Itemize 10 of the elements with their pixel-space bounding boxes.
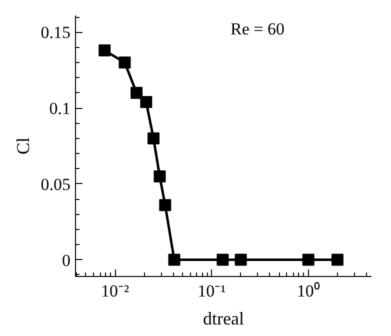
y-tick-label: 0.1	[49, 99, 70, 118]
y-tick-label: 0	[62, 250, 70, 270]
x-tick-label: 10⁰	[296, 282, 320, 300]
y-tick-label: 0.05	[40, 174, 70, 194]
y-axis-title: Cl	[12, 137, 33, 155]
x-tick-label: 10⁻¹	[198, 282, 226, 300]
x-tick-label: 10⁻²	[100, 282, 130, 300]
y-tick-label: 0.15	[40, 23, 70, 42]
x-axis-title: dtreal	[203, 308, 244, 328]
annotation: Re = 60	[230, 20, 284, 38]
